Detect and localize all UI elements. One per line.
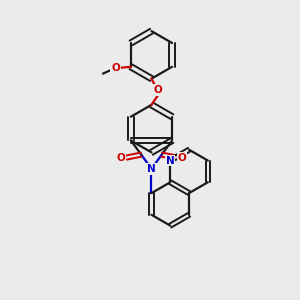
Text: O: O <box>117 153 125 163</box>
Text: O: O <box>178 153 186 163</box>
Text: N: N <box>147 164 156 174</box>
Text: O: O <box>111 63 120 73</box>
Text: N: N <box>166 156 175 166</box>
Text: O: O <box>154 85 162 95</box>
